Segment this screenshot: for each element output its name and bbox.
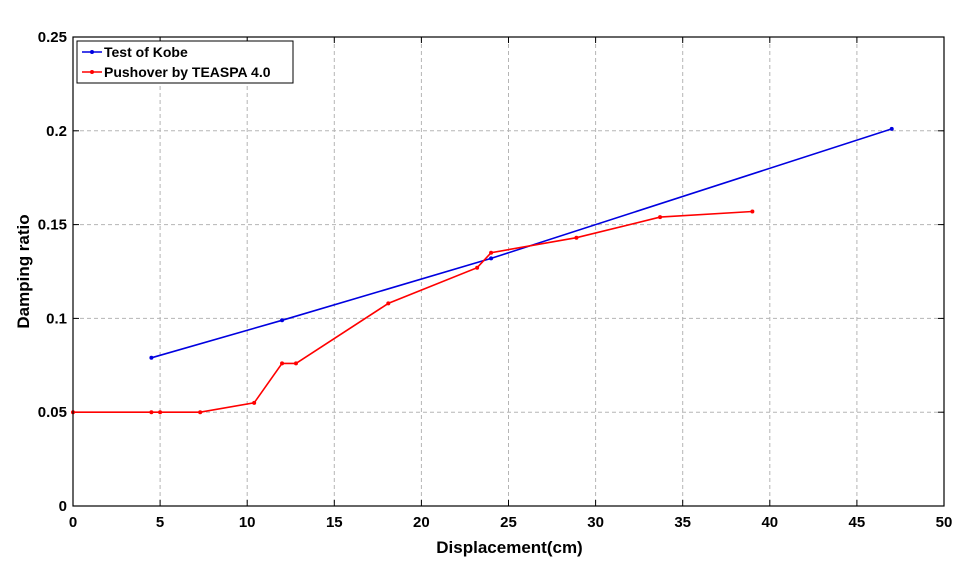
y-axis-ticks: 0 0.05 0.1 0.15 0.2 0.25	[38, 29, 944, 515]
x-tick-label: 20	[413, 514, 430, 531]
x-tick-label: 30	[587, 514, 604, 531]
data-point	[252, 400, 257, 405]
x-axis-ticks: 0 5 10 15 20 25 30 35 40 45 50	[69, 37, 953, 531]
y-axis-label: Damping ratio	[14, 214, 33, 328]
y-tick-label: 0.2	[46, 123, 67, 140]
series-line-1	[73, 210, 753, 414]
y-tick-label: 0	[59, 498, 67, 515]
y-tick-label: 0.15	[38, 217, 67, 234]
data-point	[475, 265, 480, 270]
legend-marker-test-of-kobe	[90, 50, 94, 54]
data-point	[280, 318, 285, 323]
x-tick-label: 5	[156, 514, 164, 531]
grid-lines	[73, 37, 944, 506]
data-point	[198, 410, 203, 415]
legend-box	[76, 40, 294, 84]
x-tick-label: 25	[500, 514, 517, 531]
legend: Test of Kobe Pushover by TEASPA 4.0	[76, 40, 294, 84]
data-point	[658, 215, 663, 220]
data-point	[750, 209, 755, 214]
y-tick-label: 0.25	[38, 29, 67, 46]
x-tick-label: 40	[761, 514, 778, 531]
data-point	[574, 235, 579, 240]
data-point	[149, 410, 154, 415]
data-point	[280, 361, 285, 366]
data-point	[158, 410, 163, 415]
data-point	[386, 301, 391, 306]
x-axis-label: Displacement(cm)	[436, 538, 582, 557]
y-tick-label: 0.05	[38, 404, 67, 421]
series-lines	[71, 126, 894, 415]
series-line-0	[151, 128, 892, 359]
data-point	[889, 126, 894, 131]
data-point	[489, 256, 494, 261]
legend-label-pushover: Pushover by TEASPA 4.0	[104, 64, 271, 80]
x-tick-label: 45	[849, 514, 866, 531]
x-tick-label: 35	[674, 514, 691, 531]
data-point	[293, 361, 298, 366]
y-tick-label: 0.1	[46, 310, 67, 327]
data-point	[149, 355, 154, 360]
x-tick-label: 50	[936, 514, 953, 531]
x-tick-label: 10	[239, 514, 256, 531]
plot-frame	[72, 36, 945, 507]
legend-label-test-of-kobe: Test of Kobe	[104, 44, 188, 60]
legend-marker-pushover	[90, 70, 94, 74]
x-tick-label: 15	[326, 514, 343, 531]
data-point	[489, 250, 494, 255]
x-tick-label: 0	[69, 514, 77, 531]
